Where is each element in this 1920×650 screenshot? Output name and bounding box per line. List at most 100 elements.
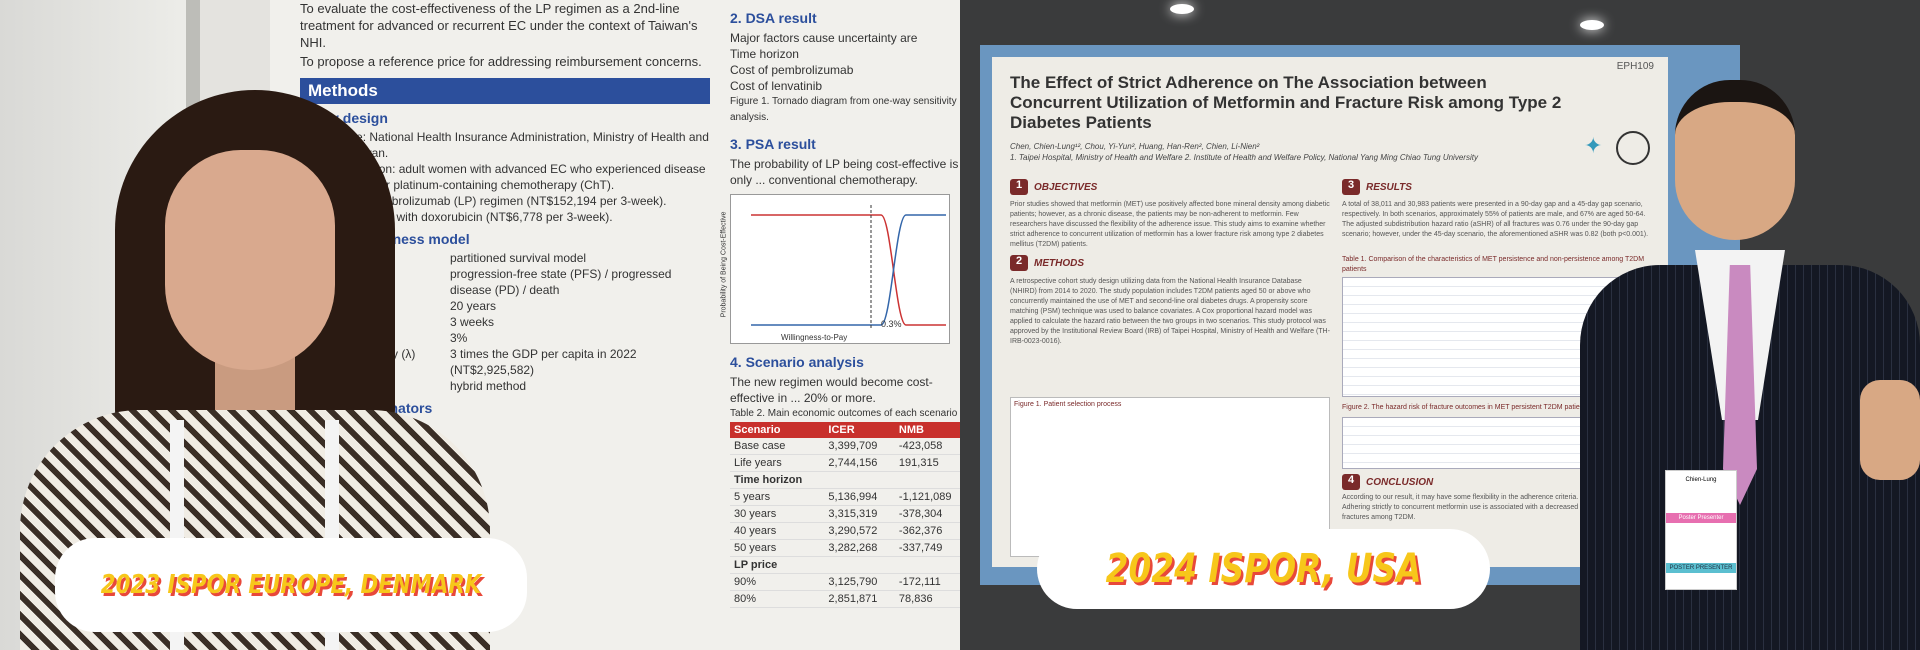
- table-row: 90% 3,125,790 -172,111: [730, 573, 960, 591]
- poster-2024: The Effect of Strict Adherence on The As…: [992, 57, 1668, 567]
- face: [165, 150, 335, 370]
- ceiling-light: [1170, 4, 1194, 14]
- table-row: 5 years 5,136,994 -1,121,089: [730, 488, 960, 506]
- caption-2024: 2024 ISPOR, USA: [1037, 529, 1490, 609]
- man-presenter: Chien-Lung Poster Presenter POSTER PRESE…: [1580, 80, 1920, 650]
- table-row: Life years 2,744,156 191,315: [730, 454, 960, 472]
- table-cell: 50 years: [730, 539, 825, 557]
- table-header: NMB: [894, 422, 960, 438]
- model-cell: hybrid method: [450, 379, 527, 393]
- psa-heading: 3. PSA result: [730, 136, 816, 152]
- table-cell: 30 years: [730, 505, 825, 523]
- model-cell: partitioned survival model: [450, 251, 587, 265]
- hospital-logo-icon: ✦: [1584, 133, 1603, 158]
- scenario-heading: 4. Scenario analysis: [730, 354, 864, 370]
- scenario-table: Scenario ICER NMB Base case 3,399,709 -423…: [730, 422, 960, 608]
- table-cell: 2,851,871: [824, 590, 895, 608]
- figure1-caption: Figure 1. Tornado diagram from one-way s…: [730, 96, 957, 123]
- table-cell: 90%: [730, 573, 825, 591]
- table-cell: 78,836: [894, 590, 960, 608]
- table-row: LP price: [730, 556, 960, 574]
- author-list: Chen, Chien-Lung¹², Chou, Yi-Yun², Huang…: [1010, 142, 1260, 151]
- table-cell: LP price: [730, 556, 825, 574]
- table-row: 30 years 3,315,319 -378,304: [730, 505, 960, 523]
- scenario-text: The new regimen would become cost-effect…: [730, 375, 933, 405]
- model-row: hybrid method: [300, 378, 710, 394]
- thumbs-up-hand: [1860, 380, 1920, 480]
- table-row: 40 years 3,290,572 -362,376: [730, 522, 960, 540]
- dsa-item: Cost of pembrolizumab: [730, 63, 854, 77]
- table-header: Scenario: [730, 422, 825, 438]
- model-row: Statesprogression-free state (PFS) / pro…: [300, 266, 710, 298]
- psa-text: The probability of LP being cost-effecti…: [730, 157, 959, 187]
- objective: To evaluate the cost-effectiveness of th…: [300, 1, 698, 50]
- section-conclusion: 4 CONCLUSION: [1342, 474, 1433, 490]
- table-cell: -337,749: [894, 539, 960, 557]
- table2-caption: Table 2. Main economic outcomes of each …: [730, 408, 958, 419]
- poster-title: The Effect of Strict Adherence on The As…: [1010, 73, 1562, 132]
- caption-text: 2023 ISPOR EUROPE, DENMARK: [100, 570, 482, 600]
- table-cell: 80%: [730, 590, 825, 608]
- badge-ribbon: Poster Presenter: [1666, 513, 1736, 523]
- table1-caption: Table 1. Comparison of the characteristi…: [1342, 256, 1645, 273]
- section-number: 3: [1342, 179, 1360, 195]
- table-row: 80% 2,851,871 78,836: [730, 590, 960, 608]
- affiliations: 1. Taipei Hospital, Ministry of Health a…: [1010, 153, 1478, 162]
- section-title: OBJECTIVES: [1034, 181, 1098, 193]
- table-cell: 3,125,790: [824, 573, 895, 591]
- table-cell: 3,282,268: [824, 539, 895, 557]
- methods-text: A retrospective cohort study design util…: [1010, 278, 1330, 345]
- table-cell: Time horizon: [730, 471, 825, 489]
- model-cell: 3 times the GDP per capita in 2022 (NT$2…: [450, 347, 637, 377]
- figure2-caption: Figure 2. The hazard risk of fracture ou…: [1342, 404, 1590, 411]
- table-cell: [824, 556, 895, 574]
- dsa-item: Cost of lenvatinib: [730, 79, 823, 93]
- table-cell: -1,121,089: [894, 488, 960, 506]
- model-cell: progression-free state (PFS) / progresse…: [450, 267, 672, 297]
- university-seal-icon: [1616, 131, 1650, 165]
- authors: Chen, Chien-Lung¹², Chou, Yi-Yun², Huang…: [1010, 141, 1570, 163]
- table-row: Base case 3,399,709 -423,058: [730, 438, 960, 455]
- section-number: 4: [1342, 474, 1360, 490]
- table-row: 50 years 3,282,268 -337,749: [730, 539, 960, 557]
- model-cell: 3%: [450, 331, 468, 345]
- ceiling-light: [1580, 20, 1604, 30]
- table-cell: 5 years: [730, 488, 825, 506]
- table-cell: 2,744,156: [824, 454, 895, 472]
- table-cell: [894, 471, 960, 489]
- objective: To propose a reference price for address…: [300, 54, 702, 69]
- left-photo-2023: To evaluate the cost-effectiveness of th…: [0, 0, 960, 650]
- right-photo-2024: The Effect of Strict Adherence on The As…: [960, 0, 1920, 650]
- pink-tie: [1723, 265, 1757, 505]
- table-cell: Base case: [730, 438, 825, 455]
- section-objectives: 1 OBJECTIVES: [1010, 179, 1097, 195]
- psa-marker: 0.3%: [881, 319, 902, 329]
- dsa-heading: 2. DSA result: [730, 10, 817, 26]
- dsa-item: Time horizon: [730, 47, 799, 61]
- table-cell: [894, 556, 960, 574]
- model-cell: 3 weeks: [450, 315, 495, 329]
- poster-board: The Effect of Strict Adherence on The As…: [980, 45, 1740, 585]
- psa-xlabel: Willingness-to-Pay: [781, 333, 848, 342]
- caption-text: 2024 ISPOR, USA: [1105, 546, 1422, 592]
- badge-name: Chien-Lung: [1685, 477, 1717, 483]
- dsa-text: Major factors cause uncertainty are: [730, 31, 918, 45]
- table-cell: -378,304: [894, 505, 960, 523]
- objectives-text: Prior studies showed that metformin (MET…: [1010, 201, 1330, 248]
- table-cell: [824, 471, 895, 489]
- table-cell: 40 years: [730, 522, 825, 540]
- table-cell: 3,315,319: [824, 505, 895, 523]
- psa-ylabel: Probability of Being Cost-Effective: [720, 211, 728, 318]
- figure1-caption: Figure 1. Patient selection process: [1014, 401, 1122, 408]
- section-methods: 2 METHODS: [1010, 255, 1084, 271]
- model-cell: 20 years: [450, 299, 497, 313]
- table-header: ICER: [824, 422, 895, 438]
- table-cell: Life years: [730, 454, 825, 472]
- psa-curves: [751, 205, 946, 330]
- psa-chart: 0.3% Willingness-to-Pay Probability of B…: [720, 194, 950, 344]
- badge-ribbon-2: POSTER PRESENTER: [1666, 563, 1736, 573]
- table-cell: -362,376: [894, 522, 960, 540]
- section-title: RESULTS: [1366, 181, 1412, 193]
- section-title: CONCLUSION: [1366, 476, 1434, 488]
- table-cell: -172,111: [894, 573, 960, 591]
